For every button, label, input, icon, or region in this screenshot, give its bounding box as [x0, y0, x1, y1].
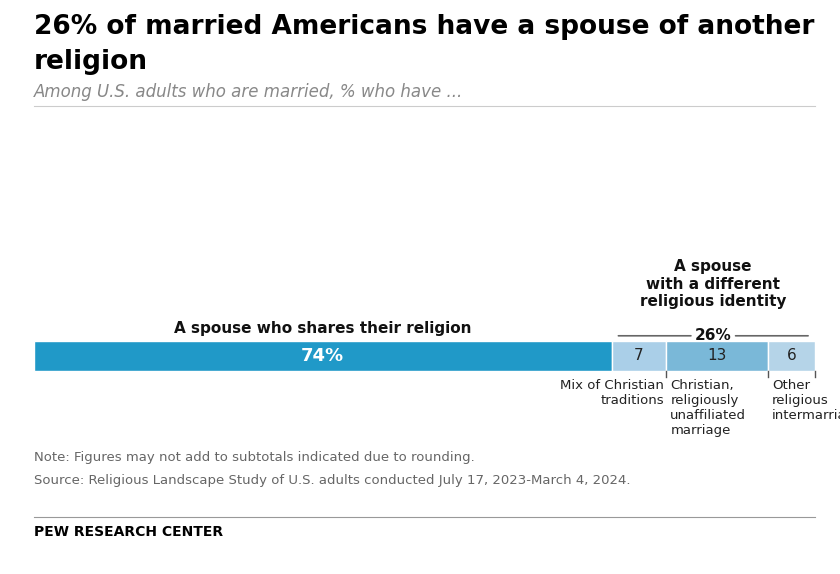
Text: A spouse
with a different
religious identity: A spouse with a different religious iden… — [640, 259, 786, 309]
Text: 26% of married Americans have a spouse of another: 26% of married Americans have a spouse o… — [34, 14, 814, 40]
Text: 26%: 26% — [695, 328, 732, 343]
Text: religion: religion — [34, 49, 148, 75]
Text: Note: Figures may not add to subtotals indicated due to rounding.: Note: Figures may not add to subtotals i… — [34, 451, 475, 464]
Bar — [666, 340, 768, 371]
Text: 7: 7 — [634, 348, 643, 363]
Text: Source: Religious Landscape Study of U.S. adults conducted July 17, 2023-March 4: Source: Religious Landscape Study of U.S… — [34, 474, 630, 487]
Bar — [34, 340, 612, 371]
Bar — [612, 340, 666, 371]
Text: Christian,
religiously
unaffiliated
marriage: Christian, religiously unaffiliated marr… — [670, 379, 746, 437]
Text: 6: 6 — [786, 348, 796, 363]
Text: A spouse who shares their religion: A spouse who shares their religion — [174, 321, 471, 336]
Text: Other
religious
intermarriages: Other religious intermarriages — [772, 379, 840, 422]
Text: 74%: 74% — [301, 347, 344, 365]
Text: PEW RESEARCH CENTER: PEW RESEARCH CENTER — [34, 525, 223, 539]
Text: 13: 13 — [707, 348, 727, 363]
Bar — [768, 340, 815, 371]
Text: Mix of Christian
traditions: Mix of Christian traditions — [560, 379, 664, 407]
Text: Among U.S. adults who are married, % who have ...: Among U.S. adults who are married, % who… — [34, 83, 463, 101]
